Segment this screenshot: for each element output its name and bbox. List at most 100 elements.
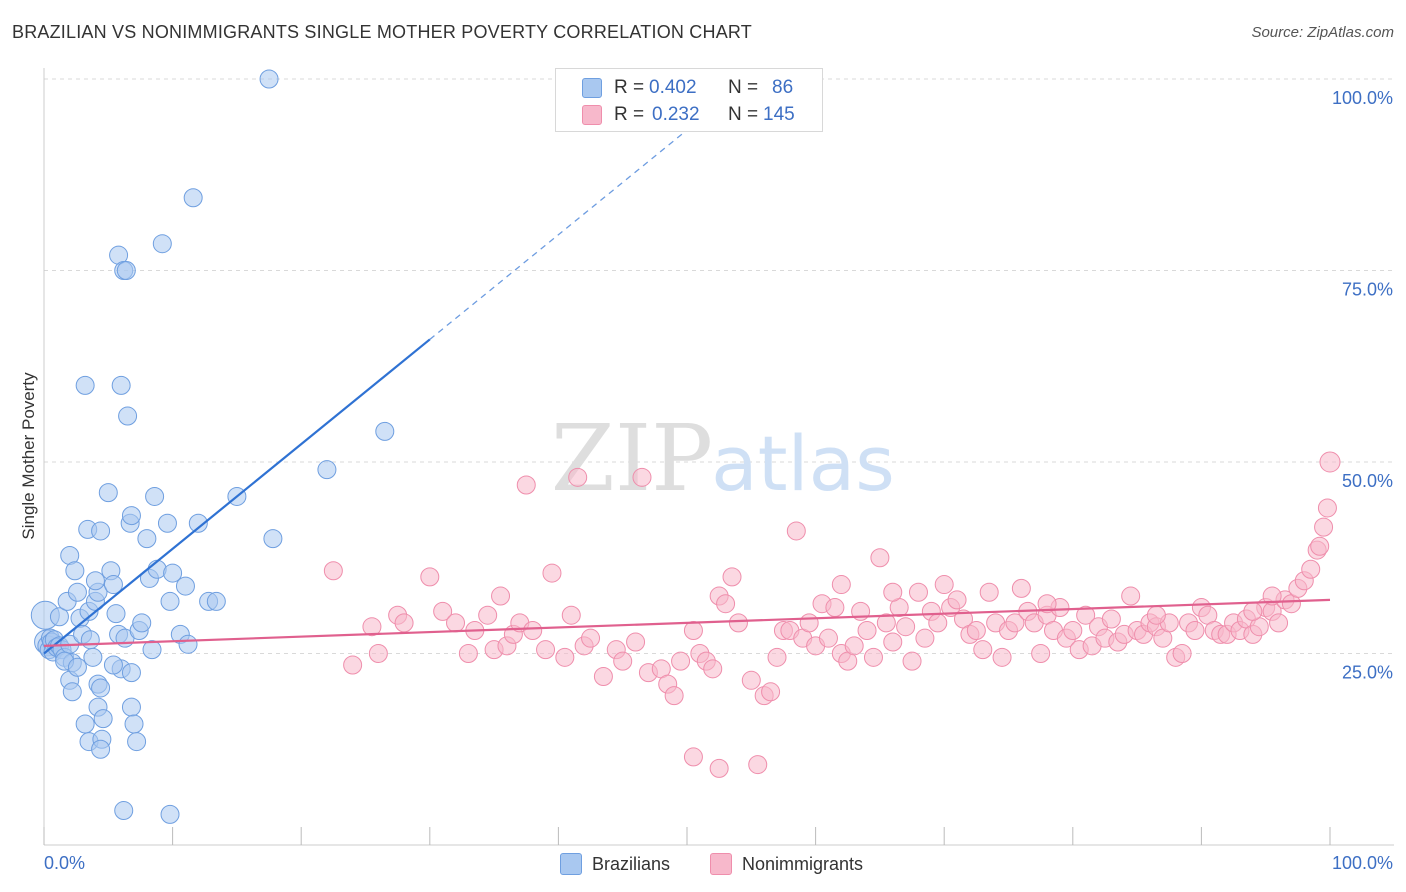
brazilians-point: [103, 655, 123, 675]
nonimmigrants-point: [671, 651, 691, 671]
gridlines: [44, 78, 1394, 654]
nonimmigrants-point: [896, 617, 916, 637]
brazilians-point: [80, 630, 100, 650]
nonimmigrants-point: [1146, 605, 1166, 625]
brazilians-point: [317, 460, 337, 480]
nonimmigrants-point: [844, 636, 864, 656]
y-axis-label: Single Mother Poverty: [19, 372, 38, 540]
legend-n-value: 86: [772, 77, 794, 98]
nonimmigrants-point: [1269, 613, 1289, 633]
nonimmigrants-point: [992, 647, 1012, 667]
nonimmigrants-point: [786, 521, 806, 541]
brazilians-point: [121, 697, 141, 717]
correlation-legend: R = 0.402 N = 86 R = 0.232 N = 145: [555, 68, 823, 132]
nonimmigrants-point: [555, 647, 575, 667]
nonimmigrants-point: [446, 613, 466, 633]
nonimmigrants-point: [928, 613, 948, 633]
y-tick-label: 25.0%: [1342, 663, 1393, 683]
brazilians-point: [259, 69, 279, 89]
brazilians-point: [111, 375, 131, 395]
y-tick-label: 75.0%: [1342, 280, 1393, 300]
nonimmigrants-point: [1011, 578, 1031, 598]
nonimmigrants-point: [915, 628, 935, 648]
brazilians-point: [103, 575, 123, 595]
nonimmigrants-point: [741, 670, 761, 690]
legend-r-label: R =: [614, 104, 645, 125]
brazilians-point: [160, 591, 180, 611]
nonimmigrants-point: [831, 575, 851, 595]
nonimmigrants-point: [343, 655, 363, 675]
brazilians-trendline: [43, 338, 431, 655]
nonimmigrants-point: [478, 605, 498, 625]
nonimmigrants-point: [593, 666, 613, 686]
brazilians-point: [206, 591, 226, 611]
nonimmigrants-trendline: [43, 598, 1331, 647]
nonimmigrants-point: [748, 755, 768, 775]
nonimmigrants-point: [966, 621, 986, 641]
nonimmigrants-point: [728, 613, 748, 633]
brazilians-point: [67, 657, 87, 677]
nonimmigrants-point: [368, 644, 388, 663]
brazilians-swatch: [560, 853, 582, 875]
nonimmigrants-point: [536, 640, 556, 660]
nonimmigrants-point: [613, 651, 633, 671]
nonimmigrants-point: [516, 475, 536, 495]
brazilians-point: [116, 261, 136, 280]
nonimmigrants-point: [1310, 536, 1330, 556]
brazilians-points: [30, 69, 395, 824]
nonimmigrants-label: Nonimmigrants: [742, 854, 864, 874]
nonimmigrants-point: [1076, 605, 1096, 625]
nonimmigrants-point: [1037, 594, 1057, 614]
nonimmigrants-point: [883, 632, 903, 652]
brazilians-point: [91, 739, 111, 759]
nonimmigrants-point: [1121, 586, 1141, 606]
nonimmigrants-point: [716, 594, 736, 614]
brazilians-point: [163, 563, 183, 583]
nonimmigrants-point: [1063, 621, 1083, 641]
watermark-zip: ZIP: [551, 405, 713, 512]
x-tick-label: 0.0%: [44, 853, 85, 873]
axes: [43, 68, 1394, 846]
nonimmigrants-point: [761, 682, 781, 702]
y-tick-label: 100.0%: [1332, 88, 1393, 108]
brazilians-point: [160, 804, 180, 824]
brazilians-point: [152, 234, 172, 254]
nonimmigrants-point: [870, 548, 890, 568]
brazilians-point: [127, 732, 147, 752]
nonimmigrants-point: [979, 582, 999, 602]
brazilians-point: [98, 483, 118, 503]
nonimmigrants-point: [568, 467, 588, 487]
legend-r-label: R =: [614, 77, 645, 98]
brazilians-label: Brazilians: [592, 854, 671, 874]
watermark-atlas: atlas: [711, 419, 895, 508]
nonimmigrants-point: [561, 605, 581, 625]
nonimmigrants-point: [1314, 517, 1334, 537]
nonimmigrants-point: [818, 628, 838, 648]
brazilians-point: [75, 375, 95, 395]
nonimmigrants-point: [664, 686, 684, 706]
brazilians-point: [124, 714, 144, 734]
brazilians-point: [375, 421, 395, 441]
brazilians-point: [178, 634, 198, 654]
brazilians-point: [188, 513, 208, 533]
brazilians-point: [142, 640, 162, 660]
nonimmigrants-point: [863, 647, 883, 667]
brazilians-point: [114, 801, 134, 821]
trendlines: [43, 98, 1331, 655]
brazilians-point: [65, 561, 85, 581]
x-tick-label: 100.0%: [1332, 853, 1393, 873]
nonimmigrants-point: [323, 561, 343, 581]
chart-title: BRAZILIAN VS NONIMMIGRANTS SINGLE MOTHER…: [12, 22, 752, 42]
brazilians-point: [91, 521, 111, 541]
nonimmigrants-point: [857, 621, 877, 641]
nonimmigrants-point: [458, 644, 478, 663]
nonimmigrants-point: [683, 747, 703, 767]
brazilians-point: [93, 709, 113, 729]
nonimmigrants-point: [1319, 451, 1341, 473]
brazilians-point: [91, 678, 111, 698]
brazilians-point: [145, 486, 165, 506]
nonimmigrants-swatch: [710, 853, 732, 875]
legend-r-value: 0.402: [649, 77, 697, 98]
source-label: Source: ZipAtlas.com: [1251, 24, 1394, 41]
nonimmigrants-point: [1101, 609, 1121, 629]
